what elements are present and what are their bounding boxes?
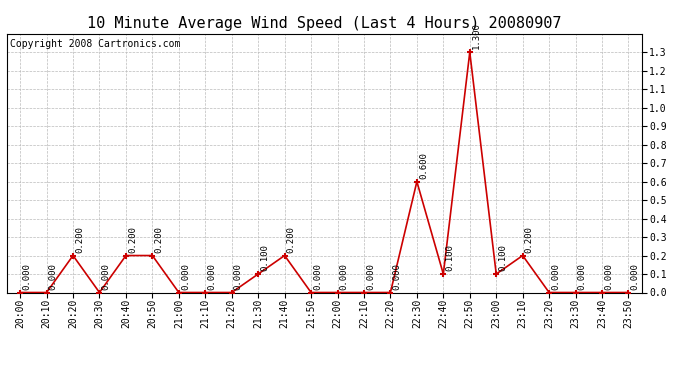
Text: 0.000: 0.000 <box>101 263 110 290</box>
Text: 0.000: 0.000 <box>631 263 640 290</box>
Text: 0.000: 0.000 <box>234 263 243 290</box>
Text: 0.000: 0.000 <box>339 263 348 290</box>
Text: 0.000: 0.000 <box>604 263 613 290</box>
Text: Copyright 2008 Cartronics.com: Copyright 2008 Cartronics.com <box>10 39 181 49</box>
Text: 0.600: 0.600 <box>419 152 428 179</box>
Text: 0.000: 0.000 <box>49 263 58 290</box>
Text: 0.100: 0.100 <box>446 244 455 271</box>
Text: 0.200: 0.200 <box>128 226 137 253</box>
Text: 0.000: 0.000 <box>208 263 217 290</box>
Text: 0.000: 0.000 <box>313 263 322 290</box>
Text: 0.200: 0.200 <box>155 226 164 253</box>
Title: 10 Minute Average Wind Speed (Last 4 Hours) 20080907: 10 Minute Average Wind Speed (Last 4 Hou… <box>87 16 562 31</box>
Text: 0.000: 0.000 <box>181 263 190 290</box>
Text: 0.200: 0.200 <box>75 226 84 253</box>
Text: 0.100: 0.100 <box>260 244 269 271</box>
Text: 0.200: 0.200 <box>525 226 534 253</box>
Text: 0.100: 0.100 <box>498 244 507 271</box>
Text: 0.000: 0.000 <box>551 263 560 290</box>
Text: 0.000: 0.000 <box>578 263 586 290</box>
Text: 0.000: 0.000 <box>366 263 375 290</box>
Text: 0.000: 0.000 <box>393 263 402 290</box>
Text: 0.200: 0.200 <box>287 226 296 253</box>
Text: 1.300: 1.300 <box>472 22 481 50</box>
Text: 0.000: 0.000 <box>22 263 31 290</box>
